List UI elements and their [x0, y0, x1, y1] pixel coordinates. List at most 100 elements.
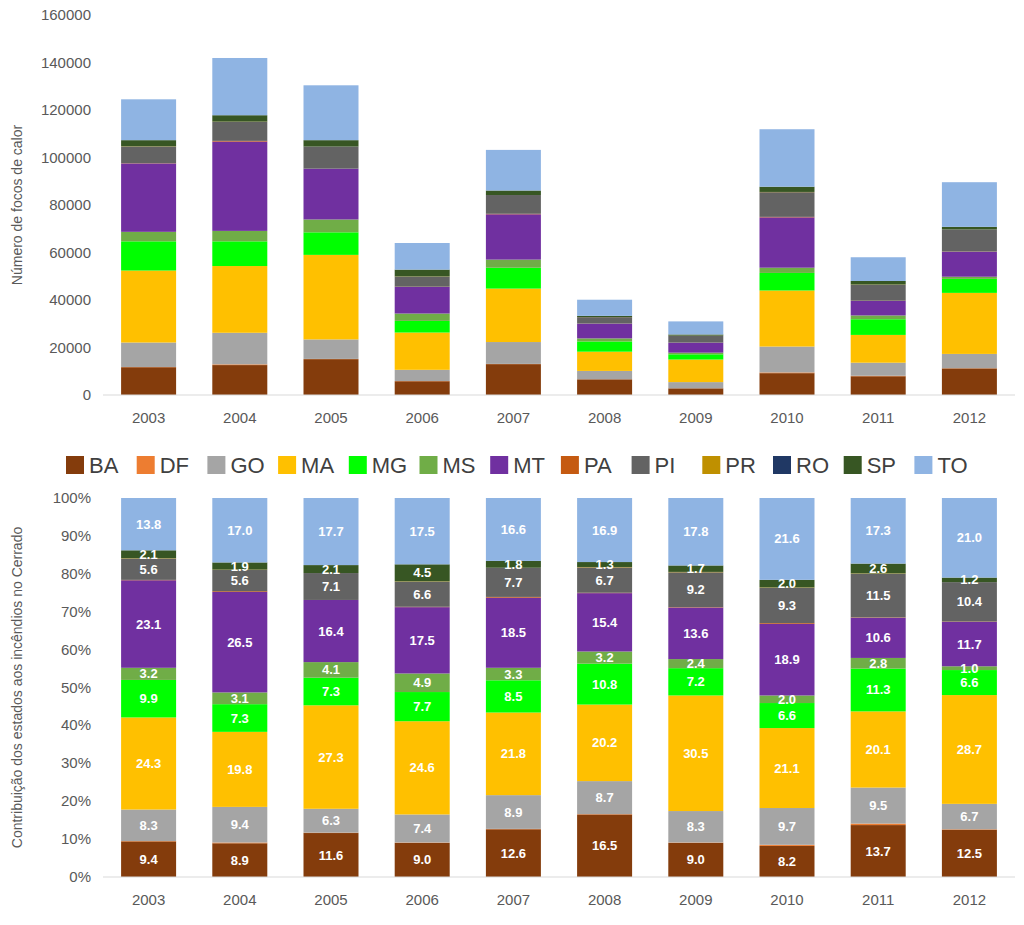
- bar-segment: [395, 721, 450, 814]
- bar-segment: [121, 559, 176, 580]
- bar-segment: [212, 843, 267, 877]
- bar-segment: [942, 804, 997, 829]
- bar-segment: [577, 705, 632, 782]
- bar-segment: [942, 622, 997, 666]
- bar-segment: [212, 58, 267, 115]
- bar-segment: [121, 163, 176, 231]
- data-label: 24.3: [136, 756, 161, 771]
- data-label: 9.9: [140, 691, 158, 706]
- bar-segment: [395, 673, 450, 692]
- bar-segment: [851, 376, 906, 395]
- bar-segment: [760, 703, 815, 728]
- data-label: 9.0: [687, 852, 705, 867]
- x-tick-label: 2007: [497, 409, 530, 426]
- data-label: 16.6: [501, 522, 526, 537]
- bar-segment: [395, 277, 450, 287]
- bar-segment: [851, 669, 906, 712]
- legend-swatch: [420, 456, 438, 474]
- legend-swatch: [632, 456, 650, 474]
- data-label: 27.3: [318, 750, 343, 765]
- x-tick-label: 2010: [770, 409, 803, 426]
- data-label: 19.8: [227, 762, 252, 777]
- data-label: 8.7: [596, 790, 614, 805]
- y-tick-label: 80%: [61, 565, 91, 582]
- y-tick-label: 40%: [61, 716, 91, 733]
- x-tick-label: 2003: [132, 891, 165, 908]
- bar-segment: [668, 668, 723, 695]
- bar-segment: [212, 732, 267, 807]
- bar-segment: [212, 333, 267, 365]
- bar-segment: [668, 811, 723, 842]
- bar-segment: [851, 319, 906, 335]
- bar-segment: [304, 255, 359, 340]
- bar-segment: [942, 498, 997, 578]
- bar-segment: [395, 314, 450, 321]
- data-label: 8.9: [231, 853, 249, 868]
- bar-segment: [668, 335, 723, 336]
- bar-segment: [395, 270, 450, 277]
- x-tick-label: 2005: [314, 409, 347, 426]
- data-label: 2.6: [869, 561, 887, 576]
- legend-label: SP: [867, 453, 896, 478]
- bar-segment: [304, 705, 359, 808]
- bar-segment: [668, 360, 723, 383]
- data-label: 20.1: [866, 742, 891, 757]
- bar-segment: [212, 241, 267, 266]
- bar-segment: [668, 695, 723, 811]
- legend-label: TO: [937, 453, 967, 478]
- bar-segment: [668, 321, 723, 334]
- bar-segment: [121, 810, 176, 841]
- bar-segment: [212, 498, 267, 562]
- bar-segment: [760, 846, 815, 877]
- bar-segment: [121, 241, 176, 270]
- bar-segment: [760, 217, 815, 267]
- legend-swatch: [137, 456, 155, 474]
- bar-segment: [577, 316, 632, 317]
- y-tick-label: 80000: [49, 196, 91, 213]
- bar-segment: [212, 231, 267, 241]
- y-tick-label: 100000: [41, 149, 91, 166]
- y-tick-label: 140000: [41, 54, 91, 71]
- bar-segment: [395, 607, 450, 673]
- bar-segment: [851, 363, 906, 376]
- legend-label: RO: [796, 453, 829, 478]
- bar-segment: [395, 498, 450, 564]
- bar-segment: [760, 728, 815, 808]
- x-tick-label: 2008: [588, 891, 621, 908]
- data-label: 30.5: [683, 746, 708, 761]
- bar-segment: [942, 830, 997, 877]
- bar-segment: [486, 498, 541, 561]
- data-label: 3.3: [504, 667, 522, 682]
- bar-segment: [212, 115, 267, 121]
- bar-segment: [304, 147, 359, 169]
- bar-segment: [395, 381, 450, 395]
- data-label: 10.8: [592, 677, 617, 692]
- bar-segment: [577, 300, 632, 316]
- bar-segment: [577, 317, 632, 323]
- y-tick-label: 160000: [41, 6, 91, 23]
- data-label: 7.7: [413, 699, 431, 714]
- bar-segment: [668, 382, 723, 388]
- bar-segment: [395, 814, 450, 842]
- data-label: 8.5: [504, 689, 522, 704]
- data-label: 21.8: [501, 746, 526, 761]
- x-tick-label: 2006: [406, 891, 439, 908]
- data-label: 7.4: [413, 821, 432, 836]
- bar-segment: [486, 713, 541, 796]
- data-label: 6.7: [960, 809, 978, 824]
- bar-segment: [304, 140, 359, 146]
- bar-segment: [851, 574, 906, 618]
- bar-segment: [577, 341, 632, 351]
- legend-label: MA: [301, 453, 334, 478]
- bar-segment: [212, 592, 267, 692]
- x-tick-label: 2003: [132, 409, 165, 426]
- x-tick-label: 2009: [679, 891, 712, 908]
- bars: [121, 58, 997, 395]
- bar-segment: [121, 147, 176, 164]
- data-label: 17.0: [227, 523, 252, 538]
- bar-segment: [577, 371, 632, 379]
- data-label: 16.4: [318, 624, 344, 639]
- bar-segment: [121, 140, 176, 146]
- data-label: 8.9: [504, 805, 522, 820]
- bar-segment: [851, 281, 906, 285]
